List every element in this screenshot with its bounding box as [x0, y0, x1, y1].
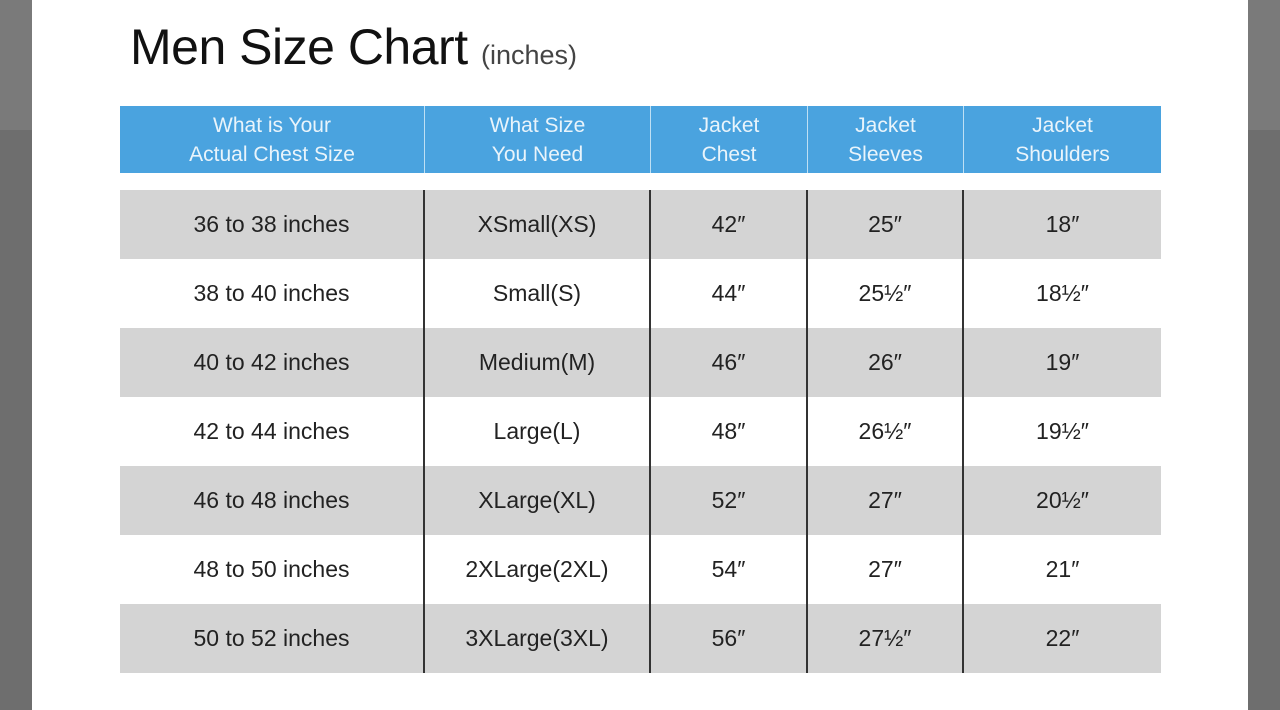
table-cell: 18″ [1045, 211, 1080, 237]
table-cell: 25½″ [808, 259, 964, 328]
chart-title: Men Size Chart (inches) [130, 18, 577, 76]
column-header: Jacket Shoulders [1015, 113, 1110, 166]
table-cell: 50 to 52 inches [120, 604, 425, 673]
table-row: 48 to 50 inches 2XLarge(2XL) 54″ 27″ 21″ [120, 535, 1161, 604]
table-cell: 27″ [808, 466, 964, 535]
table-cell: 27½″ [808, 604, 964, 673]
column-header: Jacket Chest [651, 106, 808, 173]
table-cell: 26″ [808, 328, 964, 397]
table-cell: Small(S) [425, 259, 651, 328]
table-cell: 20½″ [1036, 487, 1089, 513]
table-cell: 48″ [651, 397, 808, 466]
table-cell: Medium(M) [425, 328, 651, 397]
table-cell: 19″ [1045, 349, 1080, 375]
table-header: What is Your Actual Chest Size What Size… [120, 106, 1161, 173]
table-cell: 56″ [651, 604, 808, 673]
table-body: 36 to 38 inches XSmall(XS) 42″ 25″ 18″ 38 to … [120, 190, 1161, 673]
table-cell: XSmall(XS) [425, 190, 651, 259]
image-lightbox: Men Size Chart (inches) What is Your Act… [32, 0, 1248, 710]
table-row: 40 to 42 inches Medium(M) 46″ 26″ 19″ [120, 328, 1161, 397]
table-cell: 22″ [1045, 625, 1080, 651]
title-unit: (inches) [481, 40, 578, 70]
table-cell: 42″ [651, 190, 808, 259]
table-cell: 21″ [1045, 556, 1080, 582]
table-cell: 36 to 38 inches [120, 190, 425, 259]
table-row: 38 to 40 inches Small(S) 44″ 25½″ 18½″ [120, 259, 1161, 328]
table-cell: 42 to 44 inches [120, 397, 425, 466]
table-cell: 38 to 40 inches [120, 259, 425, 328]
table-cell: 52″ [651, 466, 808, 535]
table-cell: 48 to 50 inches [120, 535, 425, 604]
table-row: 36 to 38 inches XSmall(XS) 42″ 25″ 18″ [120, 190, 1161, 259]
table-cell: 27″ [808, 535, 964, 604]
table-row: 42 to 44 inches Large(L) 48″ 26½″ 19½″ [120, 397, 1161, 466]
table-cell: Large(L) [425, 397, 651, 466]
table-cell: 40 to 42 inches [120, 328, 425, 397]
table-cell: 25″ [808, 190, 964, 259]
table-cell: 19½″ [1036, 418, 1089, 444]
column-header: Jacket Sleeves [808, 106, 964, 173]
column-header: What Size You Need [425, 106, 651, 173]
table-cell: 18½″ [1036, 280, 1089, 306]
table-row: 50 to 52 inches 3XLarge(3XL) 56″ 27½″ 22″ [120, 604, 1161, 673]
table-cell: 44″ [651, 259, 808, 328]
table-row: 46 to 48 inches XLarge(XL) 52″ 27″ 20½″ [120, 466, 1161, 535]
table-cell: XLarge(XL) [425, 466, 651, 535]
table-cell: 46 to 48 inches [120, 466, 425, 535]
column-header: What is Your Actual Chest Size [120, 106, 425, 173]
table-cell: 3XLarge(3XL) [425, 604, 651, 673]
table-cell: 26½″ [808, 397, 964, 466]
table-cell: 2XLarge(2XL) [425, 535, 651, 604]
table-cell: 54″ [651, 535, 808, 604]
table-cell: 46″ [651, 328, 808, 397]
title-text: Men Size Chart [130, 19, 468, 75]
